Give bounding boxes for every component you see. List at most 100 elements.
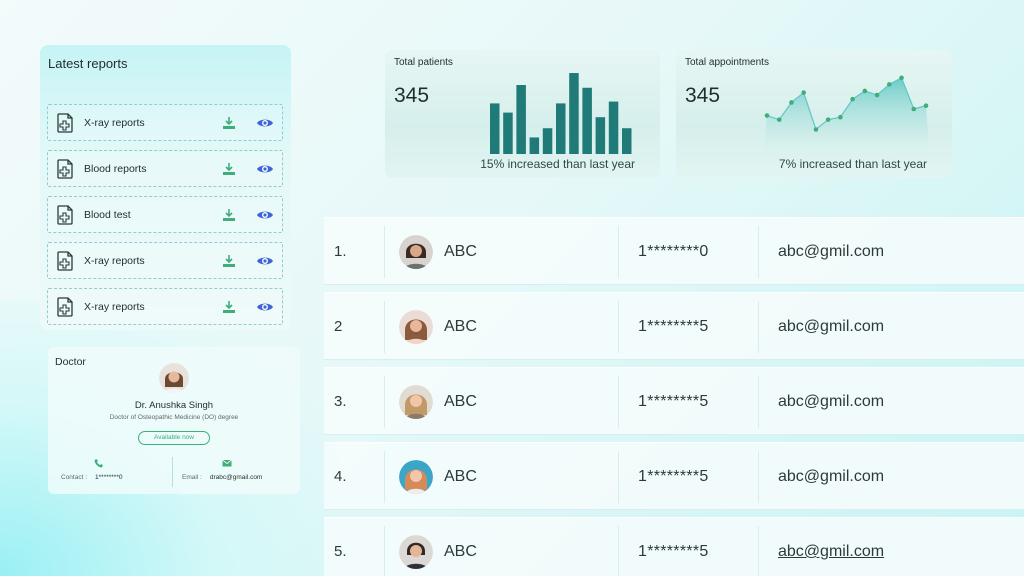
chart-point bbox=[887, 82, 892, 87]
mail-icon[interactable] bbox=[222, 458, 232, 468]
divider bbox=[758, 376, 759, 428]
patient-avatar[interactable] bbox=[399, 235, 433, 269]
stat-subtitle: 15% increased than last year bbox=[480, 157, 635, 171]
view-eye-icon[interactable] bbox=[256, 209, 274, 221]
patients-bar-chart bbox=[490, 73, 632, 154]
chart-bar bbox=[622, 128, 632, 154]
chart-line bbox=[766, 76, 927, 131]
phone-icon[interactable] bbox=[94, 458, 104, 468]
patient-phone: 1********5 bbox=[638, 318, 709, 335]
doctor-degree: Doctor of Osteopathic Medicine (DO) degr… bbox=[109, 414, 239, 421]
divider bbox=[758, 301, 759, 353]
doctor-name: Dr. Anushka Singh bbox=[134, 400, 214, 411]
chart-bar bbox=[490, 103, 500, 154]
report-label: Blood reports bbox=[84, 162, 147, 175]
patient-email[interactable]: abc@gmil.com bbox=[778, 318, 885, 335]
divider bbox=[172, 457, 173, 487]
doctor-avatar[interactable] bbox=[159, 363, 189, 393]
total-appointments-card: Total appointments 345 7% increased than… bbox=[676, 50, 952, 178]
medical-document-icon bbox=[57, 112, 73, 133]
table-row[interactable]: 3. ABC 1********5 abc@gmil.com bbox=[324, 367, 1024, 435]
row-number: 2 bbox=[334, 318, 343, 335]
report-item[interactable]: Blood reports bbox=[47, 150, 283, 187]
availability-badge[interactable]: Available now bbox=[138, 431, 210, 445]
report-label: X-ray reports bbox=[84, 254, 145, 267]
view-eye-icon[interactable] bbox=[256, 117, 274, 129]
email-line: Email : drabc@gmail.com bbox=[182, 474, 262, 481]
chart-bar bbox=[503, 112, 513, 154]
chart-point bbox=[850, 96, 855, 102]
patient-avatar[interactable] bbox=[399, 460, 433, 494]
chart-point bbox=[862, 88, 868, 94]
download-icon[interactable] bbox=[222, 116, 236, 130]
patient-phone: 1********0 bbox=[638, 243, 709, 260]
latest-reports-panel: Latest reports X-ray reports Blood repor… bbox=[40, 45, 291, 330]
patient-email[interactable]: abc@gmil.com bbox=[778, 243, 885, 260]
patient-phone: 1********5 bbox=[638, 468, 709, 485]
chart-point bbox=[776, 117, 782, 122]
patient-avatar[interactable] bbox=[399, 310, 433, 344]
email-label: Email : bbox=[182, 474, 202, 481]
patient-email[interactable]: abc@gmil.com bbox=[778, 468, 885, 485]
table-row[interactable]: 1. ABC 1********0 abc@gmil.com bbox=[324, 217, 1024, 285]
report-item[interactable]: X-ray reports bbox=[47, 288, 283, 325]
report-label: X-ray reports bbox=[84, 116, 145, 129]
divider bbox=[384, 451, 385, 503]
divider bbox=[618, 526, 619, 576]
email-value[interactable]: drabc@gmail.com bbox=[209, 474, 263, 481]
download-icon[interactable] bbox=[222, 208, 236, 222]
view-eye-icon[interactable] bbox=[256, 163, 274, 175]
row-number: 5. bbox=[334, 543, 347, 560]
contact-line: Contact : 1********0 bbox=[61, 474, 122, 481]
chart-bar bbox=[608, 101, 619, 154]
divider bbox=[758, 526, 759, 576]
doctor-card: Doctor Dr. Anushka Singh Doctor of Osteo… bbox=[48, 347, 300, 494]
chart-bar bbox=[595, 117, 606, 154]
patient-phone: 1********5 bbox=[638, 393, 709, 410]
stat-value: 345 bbox=[685, 84, 721, 107]
divider bbox=[618, 226, 619, 278]
patient-name: ABC bbox=[444, 393, 477, 410]
report-item[interactable]: X-ray reports bbox=[47, 242, 283, 279]
chart-point bbox=[825, 117, 831, 122]
view-eye-icon[interactable] bbox=[256, 301, 274, 313]
medical-document-icon bbox=[57, 204, 73, 225]
table-row[interactable]: 4. ABC 1********5 abc@gmil.com bbox=[324, 442, 1024, 510]
chart-point bbox=[813, 127, 819, 132]
view-eye-icon[interactable] bbox=[256, 255, 274, 267]
download-icon[interactable] bbox=[222, 254, 236, 268]
patient-name: ABC bbox=[444, 543, 477, 560]
patient-email[interactable]: abc@gmil.com bbox=[778, 393, 885, 410]
report-item[interactable]: Blood test bbox=[47, 196, 283, 233]
report-item[interactable]: X-ray reports bbox=[47, 104, 283, 141]
chart-bar bbox=[516, 85, 526, 154]
report-label: X-ray reports bbox=[84, 300, 145, 313]
chart-area bbox=[764, 77, 929, 150]
divider bbox=[618, 301, 619, 353]
patient-name: ABC bbox=[444, 318, 477, 335]
chart-bar bbox=[569, 73, 579, 154]
medical-document-icon bbox=[57, 250, 73, 271]
chart-bar bbox=[529, 137, 540, 154]
chart-point bbox=[899, 75, 904, 81]
download-icon[interactable] bbox=[222, 300, 236, 314]
table-row[interactable]: 2 ABC 1********5 abc@gmil.com bbox=[324, 292, 1024, 360]
doctor-card-title: Doctor bbox=[55, 356, 86, 368]
chart-point bbox=[874, 92, 880, 98]
chart-point bbox=[789, 100, 794, 105]
divider bbox=[384, 376, 385, 428]
table-row[interactable]: 5. ABC 1********5 abc@gmil.com bbox=[324, 517, 1024, 576]
patient-name: ABC bbox=[444, 468, 477, 485]
row-number: 3. bbox=[334, 393, 347, 410]
download-icon[interactable] bbox=[222, 162, 236, 176]
chart-point bbox=[838, 114, 843, 120]
stat-value: 345 bbox=[394, 84, 430, 107]
stat-title: Total patients bbox=[394, 57, 453, 68]
divider bbox=[384, 526, 385, 576]
patient-avatar[interactable] bbox=[399, 535, 433, 569]
contact-value: 1********0 bbox=[95, 474, 123, 481]
patient-email[interactable]: abc@gmil.com bbox=[778, 543, 885, 560]
chart-bar bbox=[582, 87, 592, 154]
medical-document-icon bbox=[57, 296, 73, 317]
patient-avatar[interactable] bbox=[399, 385, 433, 419]
